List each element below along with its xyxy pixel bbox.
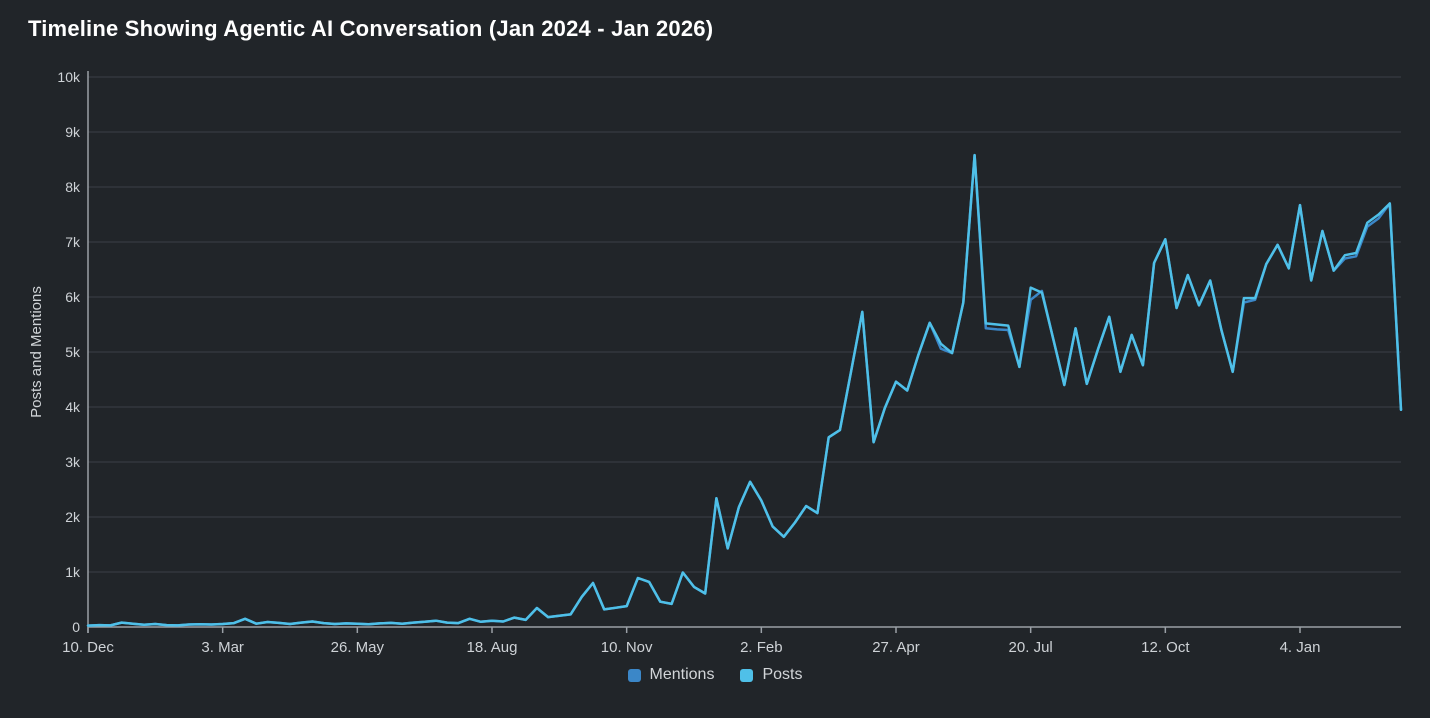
y-tick-label: 5k [65,344,80,360]
chart-title: Timeline Showing Agentic AI Conversation… [28,16,714,41]
y-tick-label: 2k [65,509,80,525]
y-tick-label: 3k [65,454,80,470]
series-line-mentions [86,153,1403,627]
x-tick-label: 18. Aug [466,639,518,656]
legend-item-mentions[interactable]: Mentions [627,666,715,684]
x-tick-label: 3. Mar [201,639,244,656]
legend-label: Mentions [649,666,715,683]
y-tick-label: 10k [57,69,80,85]
legend-swatch-icon [740,668,754,682]
legend: Mentions Posts [0,666,1430,684]
legend-label: Posts [762,666,803,683]
x-tick-label: 20. Jul [1008,639,1053,656]
y-tick-label: 9k [65,124,80,140]
legend-swatch-icon [627,668,641,682]
y-tick-label: 0 [72,619,80,635]
x-tick-label: 27. Apr [872,639,920,656]
x-tick-label: 26. May [330,639,384,656]
y-tick-label: 6k [65,289,80,305]
y-tick-label: 8k [65,179,80,195]
x-tick-label: 12. Oct [1141,639,1190,656]
x-tick-label: 2. Feb [740,639,783,656]
x-tick-label: 10. Dec [62,639,114,656]
series-line-posts [86,153,1403,627]
legend-item-posts[interactable]: Posts [740,666,802,684]
x-tick-label: 4. Jan [1279,639,1321,656]
y-tick-label: 7k [65,234,80,250]
y-tick-label: 1k [65,564,80,580]
y-tick-label: 4k [65,399,80,415]
x-tick-label: 10. Nov [600,639,653,656]
